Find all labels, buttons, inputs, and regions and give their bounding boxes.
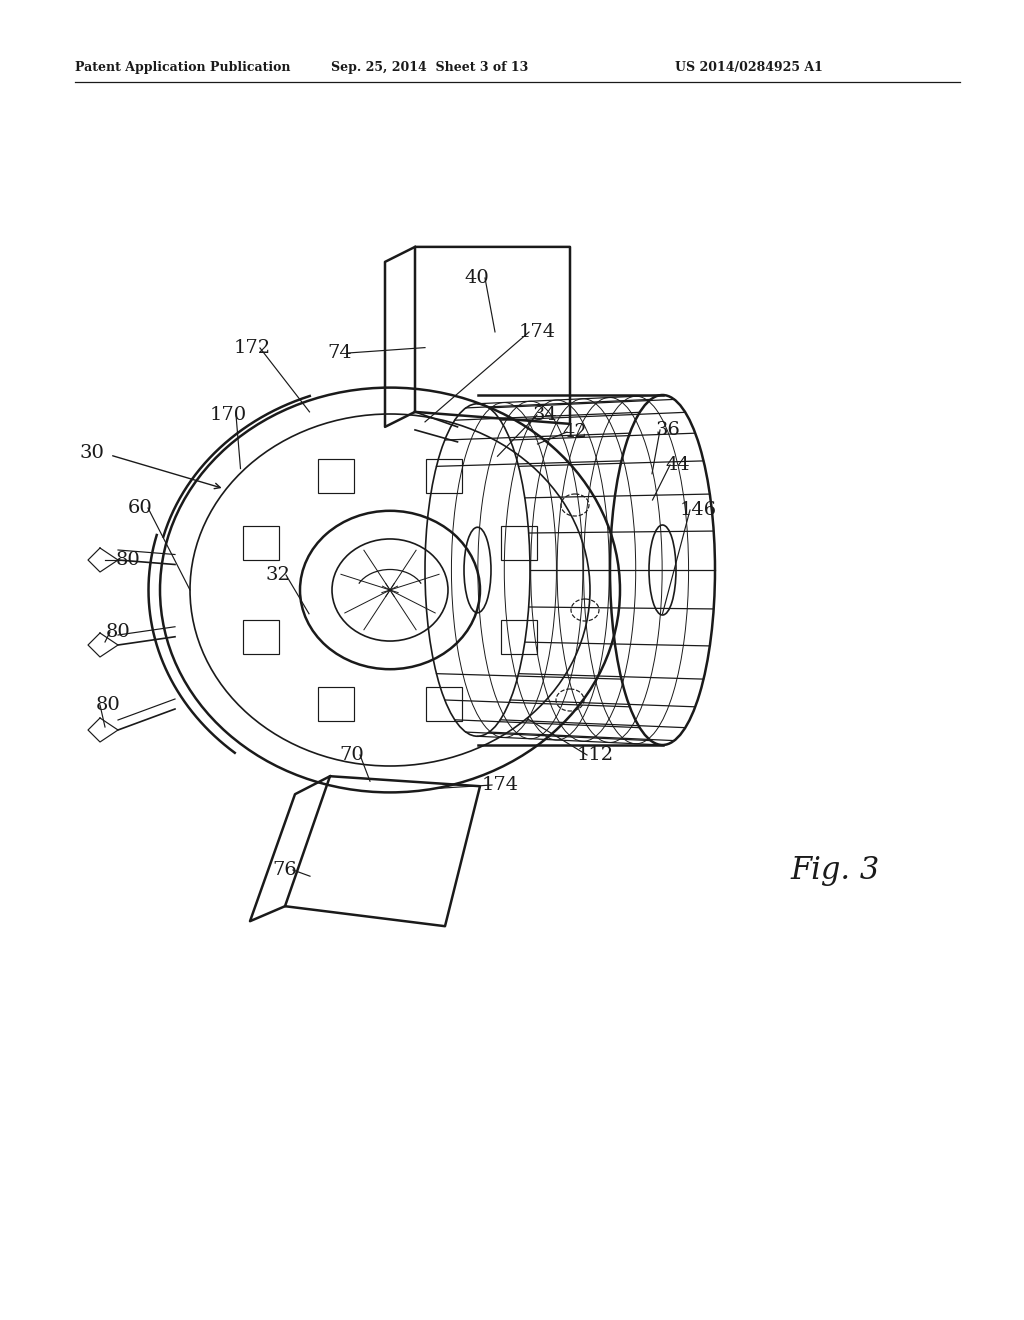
- Text: 60: 60: [128, 499, 153, 517]
- Bar: [318, 686, 354, 721]
- Text: 30: 30: [80, 444, 104, 462]
- Text: 172: 172: [233, 339, 270, 356]
- Text: Fig. 3: Fig. 3: [790, 854, 880, 886]
- Bar: [243, 620, 279, 655]
- Text: 42: 42: [562, 422, 588, 441]
- Text: 74: 74: [328, 345, 352, 362]
- Text: 174: 174: [481, 776, 518, 795]
- Text: Patent Application Publication: Patent Application Publication: [75, 62, 291, 74]
- Bar: [502, 620, 538, 655]
- Text: 146: 146: [680, 502, 717, 519]
- Text: 174: 174: [518, 323, 556, 341]
- Text: 80: 80: [105, 623, 130, 642]
- Text: 32: 32: [265, 566, 291, 583]
- Text: 36: 36: [655, 421, 680, 440]
- Text: 80: 80: [116, 550, 140, 569]
- Text: 80: 80: [95, 696, 121, 714]
- Text: 40: 40: [465, 269, 489, 286]
- Bar: [318, 459, 354, 494]
- Text: 44: 44: [666, 455, 690, 474]
- Text: US 2014/0284925 A1: US 2014/0284925 A1: [675, 62, 823, 74]
- Text: 112: 112: [577, 746, 613, 764]
- Bar: [426, 459, 462, 494]
- Bar: [426, 686, 462, 721]
- Text: 170: 170: [210, 407, 247, 424]
- Bar: [502, 525, 538, 560]
- Text: 76: 76: [272, 861, 297, 879]
- Text: 34: 34: [532, 407, 557, 424]
- Text: Sep. 25, 2014  Sheet 3 of 13: Sep. 25, 2014 Sheet 3 of 13: [332, 62, 528, 74]
- Text: 70: 70: [340, 746, 365, 764]
- Bar: [243, 525, 279, 560]
